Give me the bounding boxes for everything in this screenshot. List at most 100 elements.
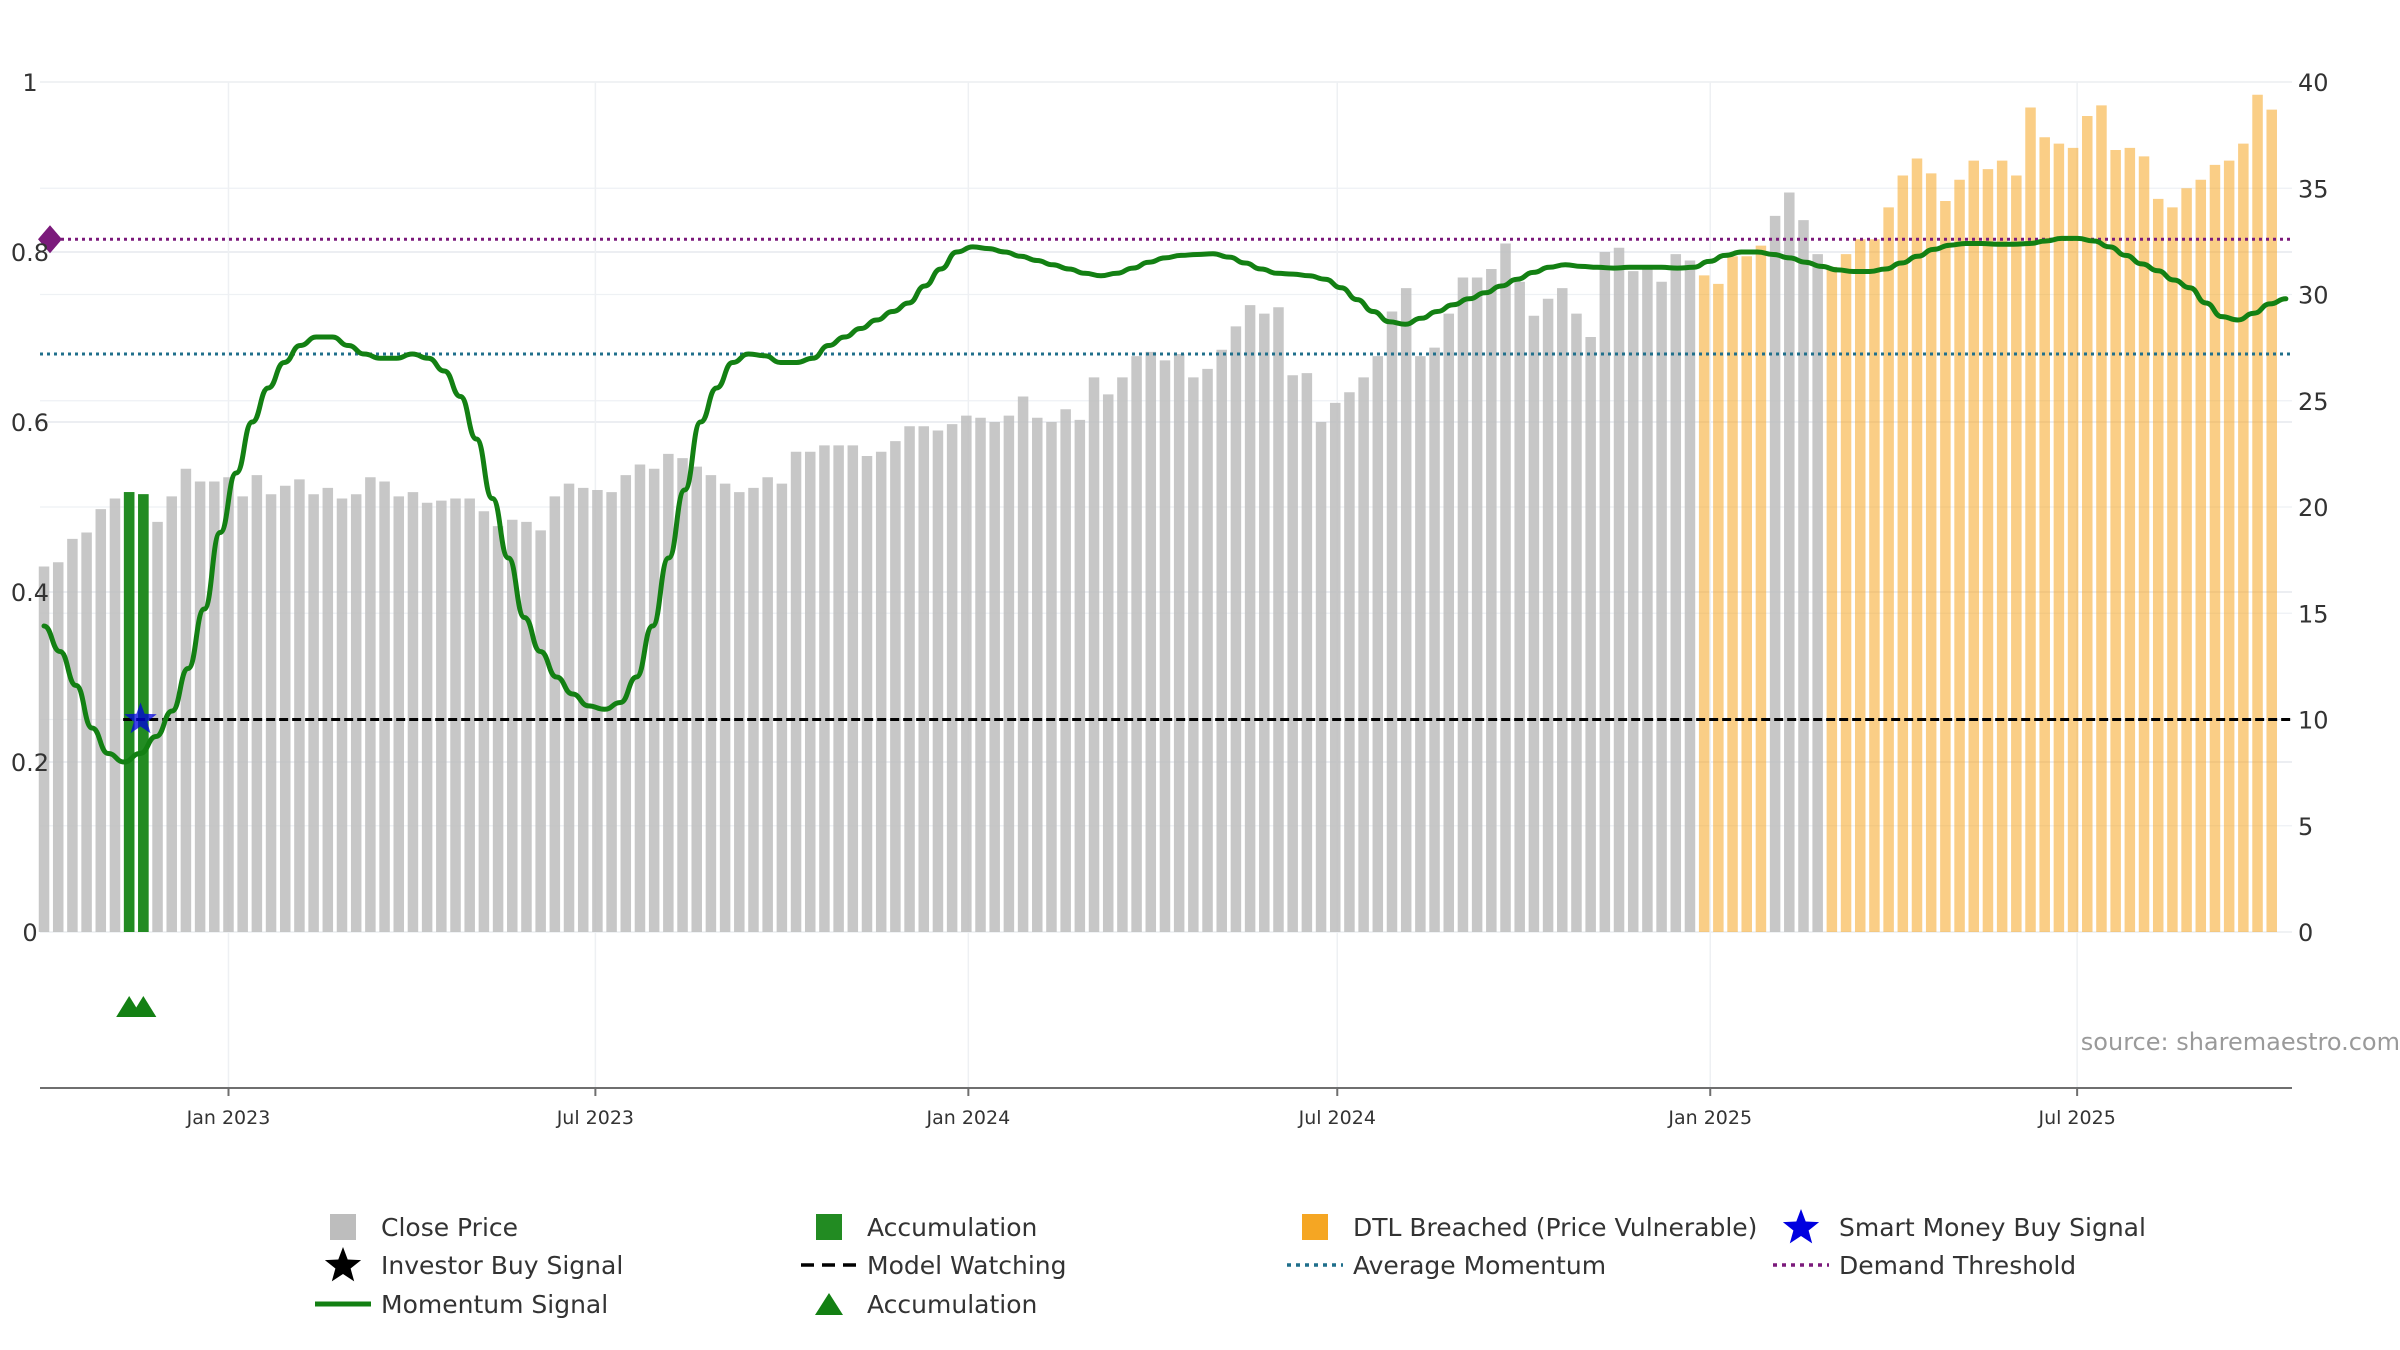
close-price-bar: [1429, 347, 1440, 932]
close-price-bar: [1244, 305, 1256, 932]
momentum-layer: [41, 235, 2289, 765]
close-price-bar: [1656, 281, 1667, 932]
close-price-bar: [1372, 356, 1384, 932]
close-price-bar: [464, 498, 475, 932]
dtl-breached-bar: [2195, 179, 2207, 932]
close-price-bar: [819, 445, 830, 932]
close-price-bar: [365, 477, 376, 932]
y-right-tick-label: 30: [2298, 282, 2329, 310]
source-label: source: sharemaestro.com: [2081, 1028, 2400, 1056]
close-price-bar: [421, 502, 433, 932]
legend-item-investor[interactable]: Investor Buy Signal: [315, 1246, 623, 1284]
close-price-bar: [1074, 419, 1086, 932]
close-price-bar: [223, 477, 234, 932]
close-price-bar: [1486, 269, 1497, 932]
legend-item-accum_tri[interactable]: Accumulation: [801, 1285, 1037, 1323]
y-left-tick-label: 1: [22, 69, 37, 97]
legend-item-watch[interactable]: Model Watching: [801, 1246, 1067, 1284]
close-price-bar: [1557, 288, 1568, 932]
accumulation-bar-highlight: [123, 492, 135, 932]
close-price-bar: [294, 479, 305, 932]
legend-symbol: [1773, 1208, 1829, 1246]
dtl-breached-bar: [1897, 175, 1909, 932]
legend-item-close[interactable]: Close Price: [315, 1208, 518, 1246]
dtl-breached-bar: [2138, 156, 2150, 932]
close-price-bar: [336, 498, 348, 932]
legend-symbol: [1287, 1246, 1343, 1284]
close-price-bar: [776, 483, 788, 932]
close-price-bar: [535, 530, 546, 932]
legend-label: Model Watching: [867, 1250, 1067, 1280]
close-price-bar: [847, 445, 859, 932]
close-price-bar: [81, 532, 92, 932]
close-price-bar: [95, 509, 107, 932]
legend-item-accum_bar[interactable]: Accumulation: [801, 1208, 1037, 1246]
dtl-breached-bar: [1954, 179, 1965, 932]
close-price-bar: [1571, 313, 1582, 932]
close-price-bar: [507, 519, 518, 932]
close-price-bar: [1032, 417, 1043, 932]
legend-item-momentum[interactable]: Momentum Signal: [315, 1285, 608, 1323]
close-price-bar: [1329, 402, 1341, 932]
close-price-bar: [279, 485, 291, 932]
close-price-bar: [606, 492, 617, 932]
close-price-bar: [804, 451, 816, 932]
dtl-breached-bar: [1968, 160, 1980, 932]
y-right-tick-label: 5: [2298, 813, 2313, 841]
close-price-bar: [1528, 315, 1540, 932]
close-price-bar: [1159, 360, 1171, 932]
dtl-breached-bar: [2082, 116, 2093, 932]
dtl-breached-bar: [2124, 147, 2136, 932]
close-price-bar: [1259, 313, 1270, 932]
legend-item-smart[interactable]: Smart Money Buy Signal: [1773, 1208, 2146, 1246]
close-price-bar: [1542, 298, 1554, 932]
legend-item-demand[interactable]: Demand Threshold: [1773, 1246, 2076, 1284]
close-price-bar: [1188, 377, 1199, 932]
close-price-bar: [308, 494, 319, 932]
dtl-breached-bar: [2096, 105, 2107, 932]
close-price-bar: [946, 424, 958, 932]
investor-legend-symbol: [324, 1247, 362, 1282]
dtl-breached-bar: [1911, 158, 1923, 932]
dtl-breached-bar: [1713, 283, 1724, 932]
close-price-bar: [1599, 252, 1611, 932]
close-price-bar: [1273, 307, 1284, 932]
legend-symbol: [801, 1208, 857, 1246]
close-price-bar: [677, 458, 688, 932]
accum_tri-legend-symbol: [815, 1293, 843, 1315]
close-price-bar: [833, 445, 844, 932]
legend-item-dtl[interactable]: DTL Breached (Price Vulnerable): [1287, 1208, 1757, 1246]
close-price-bar: [322, 487, 334, 932]
dtl-breached-bar: [1982, 169, 1994, 932]
close-price-bar: [1670, 254, 1682, 932]
close-price-bar: [975, 417, 986, 932]
legend-label: Investor Buy Signal: [381, 1250, 624, 1280]
close-price-bar: [634, 464, 646, 932]
close-price-bar: [1003, 415, 1015, 932]
y-right-tick-label: 25: [2298, 388, 2329, 416]
dtl-breached-bar: [2053, 143, 2065, 932]
dtl-breached-bar: [1698, 275, 1710, 932]
close-price-bar: [393, 496, 405, 932]
dtl-breached-bar: [1854, 239, 1866, 932]
close-price-bar: [180, 468, 192, 932]
y-left-tick-label: 0.4: [11, 579, 49, 607]
dtl-breached-bar: [1840, 254, 1852, 932]
close-price-bar: [67, 538, 78, 932]
close-price-bar: [1230, 326, 1242, 932]
markers-layer: [38, 225, 157, 1017]
close-price-bar: [577, 487, 589, 932]
close-price-bar: [1088, 377, 1100, 932]
dtl-breached-bar: [2252, 94, 2263, 932]
smart-money-buy-signal-marker: [124, 702, 157, 734]
close-price-bar: [478, 511, 490, 932]
legend: Close Price Accumulation DTL Breached (Pri…: [315, 1208, 2215, 1338]
close-price-bar: [1060, 409, 1071, 932]
legend-item-avg[interactable]: Average Momentum: [1287, 1246, 1606, 1284]
close-price-bar: [1642, 266, 1653, 932]
close-price-bar: [1784, 192, 1795, 932]
dtl-breached-bar: [2025, 107, 2036, 932]
close-price-bar: [648, 468, 660, 932]
y-left-tick-label: 0.8: [11, 239, 49, 267]
close-price-bar: [350, 494, 362, 932]
